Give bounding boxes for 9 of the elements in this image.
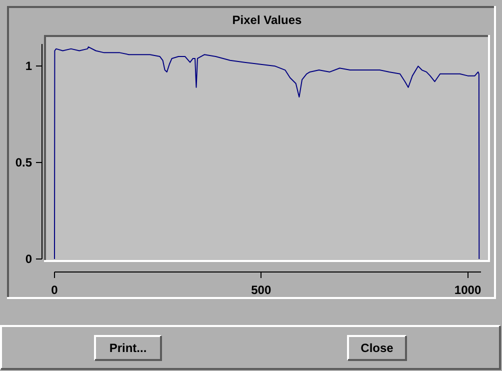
x-tick-label: 500 bbox=[251, 283, 272, 298]
y-tick-label: 0 bbox=[25, 252, 32, 266]
y-tick-label: 1 bbox=[25, 59, 32, 74]
text: Close bbox=[360, 341, 394, 355]
chart-title: Pixel Values bbox=[232, 13, 302, 27]
x-tick-label: 1000 bbox=[454, 283, 482, 298]
text: Print... bbox=[109, 341, 147, 355]
x-tick-label: 0 bbox=[51, 283, 58, 298]
y-tick-label: 0.5 bbox=[15, 155, 32, 170]
